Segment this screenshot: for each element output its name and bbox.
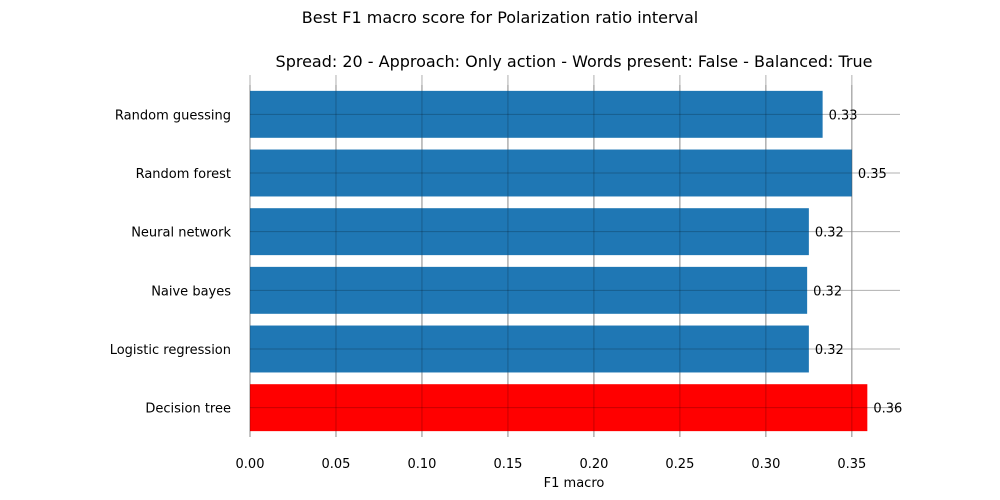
- suptitle-text: Best F1 macro score for Polarization rat…: [301, 8, 699, 27]
- y-tick-label: Decision tree: [145, 402, 231, 417]
- axes: 0.00 0.05 0.10 0.15 0.20 0.25 0.30 0.35 Random g…: [110, 108, 867, 472]
- bar-value-label: 0.33: [829, 108, 858, 123]
- x-tick-label: 0.00: [236, 457, 265, 472]
- bar: [250, 90, 823, 138]
- x-tick-label: 0.05: [322, 457, 351, 472]
- chart-suptitle: Best F1 macro score for Polarization rat…: [0, 8, 1000, 27]
- y-tick-label: Neural network: [131, 226, 231, 241]
- bar: [250, 149, 852, 197]
- bar: [250, 325, 809, 373]
- x-axis-label: F1 macro: [544, 476, 605, 491]
- bars: [250, 90, 868, 432]
- x-tick-label: 0.15: [493, 457, 522, 472]
- bar-value-label: 0.32: [813, 284, 842, 299]
- bar-value-label: 0.32: [815, 226, 844, 241]
- grid-overlay: [249, 85, 868, 437]
- y-tick-label: Random forest: [136, 167, 231, 182]
- y-tick-label: Random guessing: [115, 108, 231, 123]
- x-tick-label: 0.10: [407, 457, 436, 472]
- chart-title: Spread: 20 - Approach: Only action - Wor…: [276, 52, 873, 71]
- data-labels: 0.33 0.35 0.32 0.32 0.32 0.36: [813, 108, 902, 416]
- bar-value-label: 0.36: [873, 402, 902, 417]
- x-tick-label: 0.20: [579, 457, 608, 472]
- bar-value-label: 0.32: [815, 343, 844, 358]
- x-tick-label: 0.25: [665, 457, 694, 472]
- x-tick-label: 0.30: [751, 457, 780, 472]
- y-tick-label: Logistic regression: [110, 343, 231, 358]
- x-tick-label: 0.35: [837, 457, 866, 472]
- bar: [250, 208, 809, 256]
- bar: [250, 384, 868, 432]
- y-tick-label: Naive bayes: [151, 284, 231, 299]
- bar-value-label: 0.35: [858, 167, 887, 182]
- bar: [250, 266, 808, 314]
